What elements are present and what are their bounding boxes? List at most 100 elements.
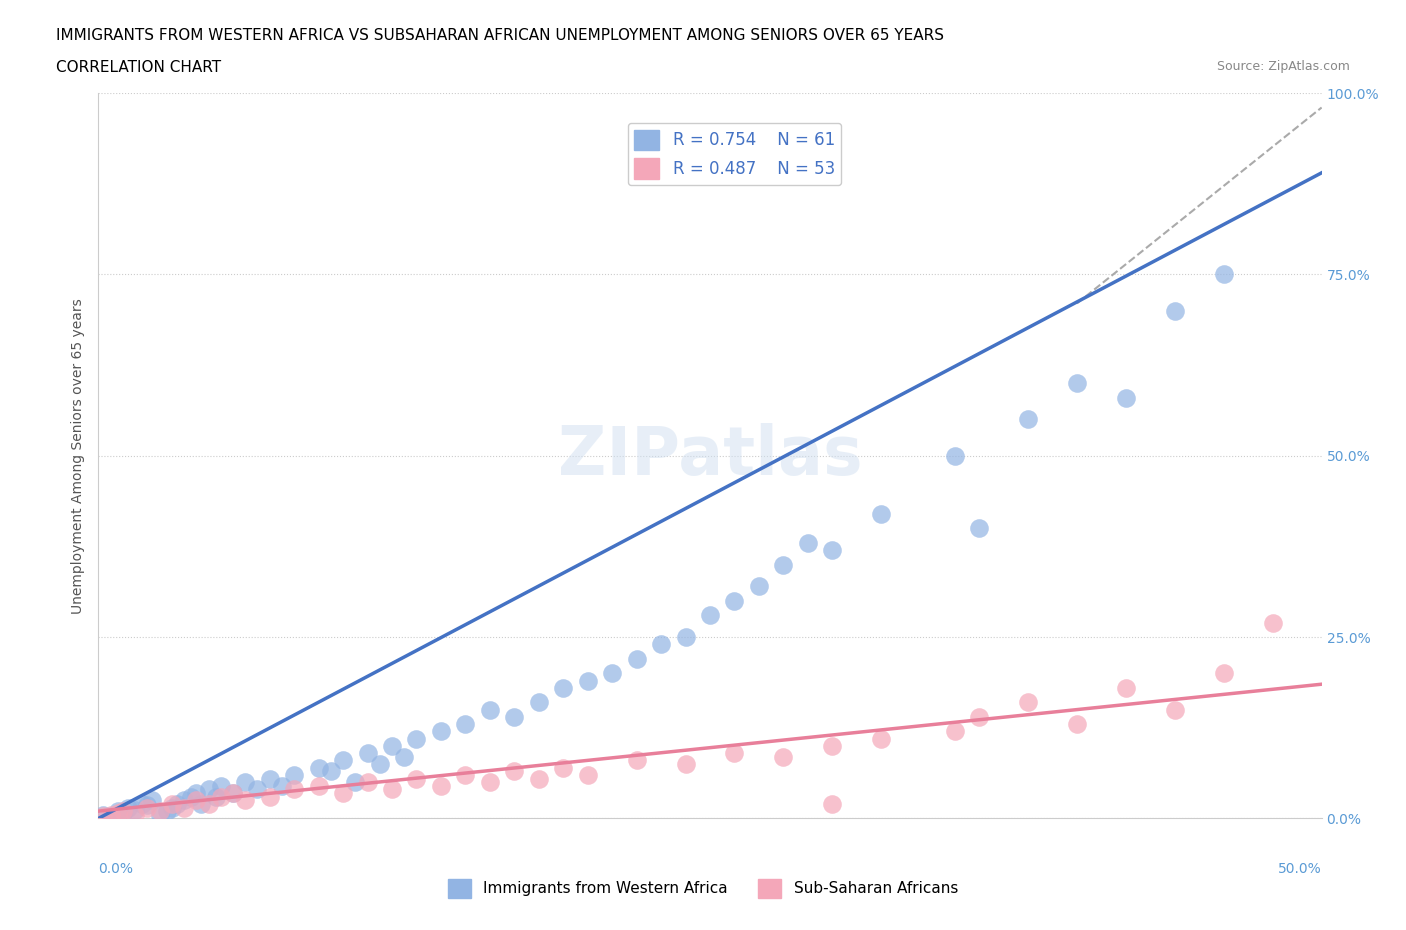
- Point: [259, 790, 281, 804]
- Point: [173, 800, 195, 815]
- Point: [368, 757, 391, 772]
- Text: 50.0%: 50.0%: [1278, 862, 1322, 876]
- Point: [650, 637, 672, 652]
- Point: [870, 506, 893, 521]
- Point: [209, 778, 232, 793]
- Point: [332, 786, 354, 801]
- Point: [943, 724, 966, 738]
- Point: [111, 805, 134, 820]
- Point: [675, 630, 697, 644]
- Point: [553, 760, 575, 775]
- Point: [233, 775, 256, 790]
- Point: [124, 803, 146, 817]
- Point: [381, 738, 404, 753]
- Point: [723, 593, 745, 608]
- Point: [626, 651, 648, 666]
- Point: [797, 536, 820, 551]
- Point: [141, 792, 163, 807]
- Point: [283, 767, 305, 782]
- Point: [870, 731, 893, 746]
- Point: [308, 760, 330, 775]
- Point: [576, 673, 599, 688]
- Point: [675, 757, 697, 772]
- Point: [1017, 412, 1039, 427]
- Point: [503, 710, 526, 724]
- Point: [356, 775, 378, 790]
- Point: [100, 809, 122, 824]
- Point: [190, 796, 212, 811]
- Point: [478, 702, 501, 717]
- Point: [209, 790, 232, 804]
- Point: [180, 790, 202, 804]
- Point: [392, 750, 416, 764]
- Point: [1212, 267, 1234, 282]
- Point: [1066, 717, 1088, 732]
- Point: [967, 710, 990, 724]
- Point: [381, 782, 404, 797]
- Point: [553, 681, 575, 696]
- Point: [107, 804, 129, 818]
- Y-axis label: Unemployment Among Seniors over 65 years: Unemployment Among Seniors over 65 years: [70, 298, 84, 614]
- Text: Source: ZipAtlas.com: Source: ZipAtlas.com: [1216, 60, 1350, 73]
- Point: [1017, 695, 1039, 710]
- Point: [124, 807, 146, 822]
- Point: [454, 767, 477, 782]
- Point: [160, 796, 183, 811]
- Text: 0.0%: 0.0%: [98, 862, 134, 876]
- Point: [1115, 681, 1137, 696]
- Text: ZIPatlas: ZIPatlas: [558, 423, 862, 488]
- Text: CORRELATION CHART: CORRELATION CHART: [56, 60, 221, 75]
- Point: [1261, 615, 1284, 630]
- Point: [478, 775, 501, 790]
- Point: [356, 746, 378, 761]
- Point: [967, 521, 990, 536]
- Point: [430, 778, 453, 793]
- Point: [527, 771, 550, 786]
- Point: [222, 786, 245, 801]
- Point: [186, 792, 208, 807]
- Point: [405, 771, 427, 786]
- Point: [454, 717, 477, 732]
- Point: [503, 764, 526, 778]
- Point: [430, 724, 453, 738]
- Legend: Immigrants from Western Africa, Sub-Saharan Africans: Immigrants from Western Africa, Sub-Saha…: [441, 873, 965, 904]
- Point: [1115, 391, 1137, 405]
- Point: [136, 798, 159, 813]
- Point: [117, 800, 139, 815]
- Point: [772, 557, 794, 572]
- Point: [270, 778, 294, 793]
- Legend: R = 0.754    N = 61, R = 0.487    N = 53: R = 0.754 N = 61, R = 0.487 N = 53: [627, 123, 841, 185]
- Point: [723, 746, 745, 761]
- Point: [205, 790, 228, 804]
- Point: [308, 778, 330, 793]
- Point: [186, 786, 208, 801]
- Point: [173, 792, 195, 807]
- Point: [1212, 666, 1234, 681]
- Point: [259, 771, 281, 786]
- Point: [626, 753, 648, 768]
- Point: [772, 750, 794, 764]
- Point: [197, 796, 219, 811]
- Point: [332, 753, 354, 768]
- Point: [821, 542, 844, 557]
- Point: [100, 807, 122, 822]
- Point: [197, 782, 219, 797]
- Point: [111, 804, 134, 818]
- Point: [136, 800, 159, 815]
- Point: [527, 695, 550, 710]
- Point: [1066, 376, 1088, 391]
- Point: [91, 807, 114, 822]
- Point: [821, 796, 844, 811]
- Point: [283, 782, 305, 797]
- Point: [246, 782, 269, 797]
- Point: [222, 786, 245, 801]
- Point: [166, 796, 188, 811]
- Point: [576, 767, 599, 782]
- Point: [107, 805, 129, 820]
- Point: [149, 804, 172, 818]
- Point: [1164, 303, 1187, 318]
- Point: [748, 578, 770, 593]
- Point: [131, 796, 153, 811]
- Point: [149, 807, 172, 822]
- Point: [699, 608, 721, 623]
